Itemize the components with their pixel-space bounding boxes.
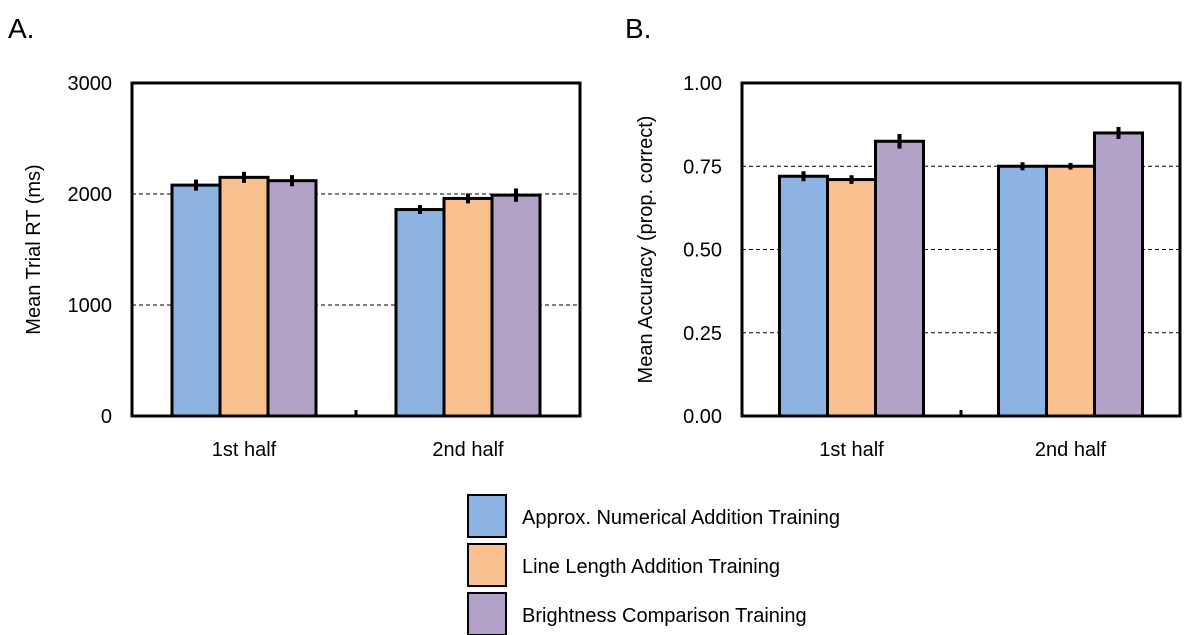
legend: Approx. Numerical Addition Training Line … xyxy=(467,494,840,635)
bar xyxy=(997,164,1048,418)
y-axis-label: Mean Trial RT (ms) xyxy=(23,164,45,334)
bar xyxy=(874,139,925,418)
panel-b-label: B. xyxy=(625,13,651,44)
legend-swatch xyxy=(467,592,507,635)
accuracy-chart: 0.00 0.25 0.50 0.75 1.00 1st half 2nd half Mean… xyxy=(635,73,1182,461)
y-tick-label: 0 xyxy=(101,406,112,428)
bar xyxy=(778,174,829,418)
legend-label: Brightness Comparison Training xyxy=(522,605,807,627)
bar xyxy=(394,208,446,418)
y-tick-label: 3000 xyxy=(68,73,113,95)
bar xyxy=(490,193,542,418)
rt-chart: 0 1000 2000 3000 1st half 2nd half Mean Trial … xyxy=(23,73,582,461)
bar xyxy=(218,175,270,418)
category-label: 1st half xyxy=(819,439,884,461)
y-tick-label: 1.00 xyxy=(683,73,722,95)
category-label: 1st half xyxy=(212,439,277,461)
bar xyxy=(1093,131,1144,418)
panel-a-label: A. xyxy=(8,13,34,44)
legend-swatch xyxy=(467,543,507,587)
bar xyxy=(442,196,494,418)
bar xyxy=(170,183,222,418)
bar xyxy=(1045,164,1096,418)
y-tick-label: 0.00 xyxy=(683,406,722,428)
y-tick-label: 0.25 xyxy=(683,323,722,345)
category-label: 2nd half xyxy=(432,439,504,461)
legend-swatch xyxy=(467,494,507,538)
y-tick-label: 1000 xyxy=(68,295,113,317)
y-axis-label: Mean Accuracy (prop. correct) xyxy=(635,116,657,384)
category-label: 2nd half xyxy=(1035,439,1107,461)
y-tick-label: 0.75 xyxy=(683,156,722,178)
bar xyxy=(826,178,877,418)
legend-label: Line Length Addition Training xyxy=(522,556,780,578)
y-tick-label: 2000 xyxy=(68,184,113,206)
y-tick-label: 0.50 xyxy=(683,240,722,262)
legend-label: Approx. Numerical Addition Training xyxy=(522,507,840,529)
bar xyxy=(266,179,318,418)
